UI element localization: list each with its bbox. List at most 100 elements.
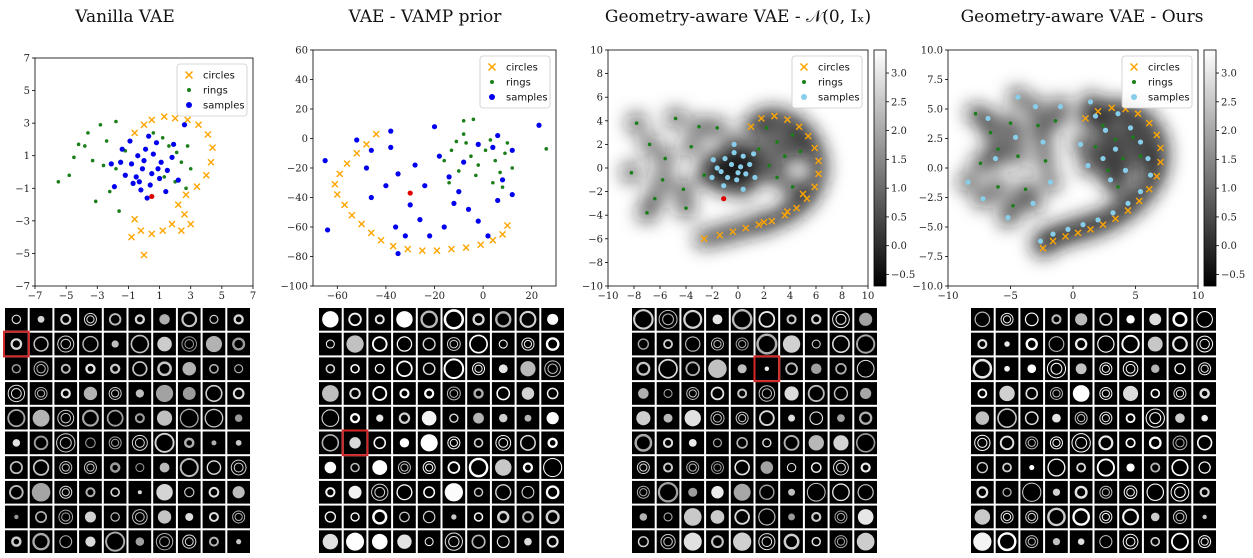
tile-background bbox=[319, 357, 342, 381]
generated-ring bbox=[1125, 437, 1136, 448]
circles-point bbox=[729, 228, 737, 236]
sample-tile bbox=[755, 456, 779, 479]
generated-disk bbox=[524, 414, 532, 422]
generated-inner-ring bbox=[1075, 436, 1088, 449]
samples-point bbox=[1110, 210, 1116, 216]
generated-ring bbox=[1171, 532, 1189, 551]
generated-disk bbox=[1052, 538, 1061, 546]
rings-point bbox=[442, 158, 447, 163]
generated-ring bbox=[786, 314, 797, 325]
sample-tile bbox=[656, 480, 680, 504]
x-tick-label: 5 bbox=[1132, 291, 1138, 302]
tile-background bbox=[656, 357, 680, 381]
circles-point bbox=[131, 129, 139, 137]
sample-tile bbox=[1094, 456, 1118, 479]
generated-disk bbox=[733, 483, 751, 501]
rings-point bbox=[653, 196, 657, 201]
rings-point bbox=[1036, 123, 1040, 128]
tile-background bbox=[5, 308, 28, 331]
sample-tile bbox=[1168, 332, 1192, 356]
sample-tile bbox=[153, 406, 176, 430]
generated-ring bbox=[683, 309, 703, 329]
sample-tile bbox=[681, 431, 705, 455]
generated-ring bbox=[110, 512, 120, 522]
rings-point bbox=[56, 179, 61, 184]
sample-tile bbox=[467, 505, 490, 529]
tile-background bbox=[1168, 505, 1192, 529]
generated-disk bbox=[156, 410, 173, 426]
samples-point bbox=[536, 122, 542, 128]
rings-point bbox=[188, 166, 193, 171]
sample-tile bbox=[854, 308, 877, 331]
generated-inner-ring bbox=[134, 437, 145, 448]
generated-ring bbox=[835, 363, 847, 375]
sample-tile bbox=[128, 505, 152, 529]
y-tick-label: 2.5 bbox=[927, 134, 943, 145]
generated-ring bbox=[131, 434, 148, 451]
generated-inner-ring bbox=[1174, 486, 1186, 499]
sample-tile bbox=[128, 332, 152, 356]
sample-tile bbox=[343, 456, 367, 479]
generated-ring bbox=[1099, 312, 1113, 326]
sample-tile bbox=[681, 406, 705, 430]
y-tick-label: −5 bbox=[15, 249, 30, 260]
y-tick-label: 4 bbox=[597, 116, 603, 127]
sample-tile bbox=[29, 480, 53, 504]
generated-inner-ring bbox=[1175, 512, 1185, 522]
circles-point bbox=[747, 123, 755, 131]
samples-point bbox=[1125, 200, 1131, 206]
sample-tile bbox=[467, 530, 490, 553]
circles-point bbox=[209, 144, 217, 152]
generated-disk bbox=[83, 386, 98, 401]
generated-ring bbox=[130, 334, 150, 354]
generated-disk bbox=[135, 389, 144, 398]
sample-tile bbox=[755, 357, 779, 381]
sample-tile bbox=[854, 406, 877, 430]
tile-background bbox=[656, 530, 680, 553]
sample-tile bbox=[681, 530, 705, 553]
generated-disk bbox=[712, 314, 723, 325]
generated-ring bbox=[209, 314, 219, 324]
sample-tile bbox=[393, 505, 416, 529]
y-tick-label: 1 bbox=[24, 151, 30, 162]
generated-disk bbox=[1004, 365, 1010, 372]
generated-ring bbox=[1170, 482, 1190, 502]
tile-background bbox=[541, 505, 564, 529]
generated-ring bbox=[855, 433, 876, 453]
generated-ring bbox=[206, 460, 222, 475]
sample-tile bbox=[541, 406, 564, 430]
generated-inner-ring bbox=[523, 339, 533, 349]
samples-point bbox=[395, 171, 401, 177]
y-tick-label: −7.5 bbox=[919, 252, 943, 263]
generated-ring bbox=[997, 532, 1017, 552]
sample-tile bbox=[29, 505, 53, 529]
y-tick-label: −40 bbox=[287, 193, 308, 204]
generated-ring bbox=[977, 339, 988, 350]
sample-tile bbox=[128, 406, 152, 430]
x-tick-label: −6 bbox=[653, 291, 668, 302]
generated-disk bbox=[31, 482, 51, 502]
generated-disk bbox=[498, 364, 508, 374]
generated-disk bbox=[321, 385, 339, 402]
generated-ring bbox=[1025, 510, 1039, 524]
x-tick-label: 20 bbox=[525, 291, 538, 302]
samples-point bbox=[122, 172, 128, 178]
generated-ring bbox=[1172, 509, 1187, 524]
generated-ring bbox=[1150, 536, 1161, 547]
sample-tile bbox=[656, 456, 680, 479]
circles-point bbox=[433, 247, 441, 255]
rings-point bbox=[790, 185, 795, 189]
samples-point bbox=[1047, 179, 1054, 185]
circles-point bbox=[168, 220, 176, 228]
sample-tile bbox=[153, 431, 176, 455]
sample-tile bbox=[1020, 357, 1044, 381]
generated-inner-ring bbox=[61, 488, 70, 497]
tile-background bbox=[730, 382, 754, 405]
tile-background bbox=[632, 480, 655, 504]
generated-ring bbox=[349, 413, 361, 424]
y-tick-label: −2 bbox=[588, 187, 603, 198]
generated-ring bbox=[1074, 485, 1088, 499]
tile-background bbox=[442, 406, 466, 430]
sample-tile bbox=[417, 480, 441, 504]
tile-background bbox=[417, 357, 441, 381]
